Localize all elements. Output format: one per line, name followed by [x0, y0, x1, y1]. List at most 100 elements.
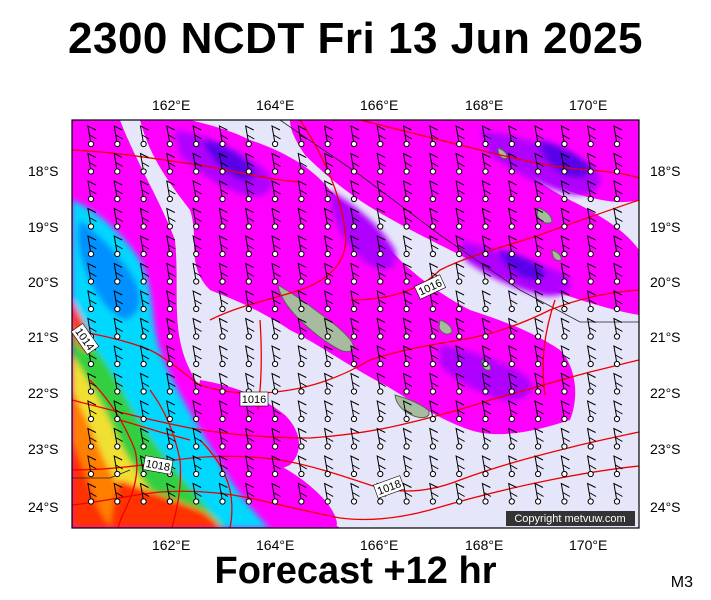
lon-tick-bottom: 164°E: [256, 537, 295, 553]
wind-barb: [297, 482, 308, 502]
wind-barb-station: [219, 388, 226, 395]
wind-barb: [350, 235, 360, 255]
wind-barb-station: [87, 305, 95, 313]
wind-barb: [166, 427, 176, 447]
wind-barb-station: [377, 140, 384, 148]
wind-barb: [297, 372, 308, 392]
wind-barb: [139, 317, 150, 337]
wind-barb: [560, 482, 571, 502]
wind-barb: [87, 482, 97, 502]
wind-barb-station: [193, 223, 200, 230]
wind-barb-station: [535, 250, 542, 258]
wind-barb: [271, 345, 281, 365]
wind-barb: [245, 455, 255, 475]
wind-barb: [192, 207, 202, 227]
wind-barb: [402, 482, 413, 502]
wind-barb: [245, 125, 255, 145]
wind-barb: [139, 345, 150, 365]
wind-barb-station: [324, 168, 331, 175]
wind-barb-station: [587, 470, 594, 478]
wind-barb-station: [482, 305, 489, 313]
wind-barb-station: [114, 195, 121, 203]
wind-barb: [323, 482, 334, 502]
wind-barb: [218, 317, 229, 337]
wind-barb: [139, 290, 150, 310]
wind-barb-station: [561, 305, 568, 313]
wind-barb: [87, 290, 97, 310]
wind-barb: [166, 372, 176, 392]
wind-barb-station: [350, 223, 358, 230]
wind-barb-station: [482, 470, 489, 478]
wind-barb: [613, 345, 623, 365]
wind-barb: [560, 152, 571, 172]
wind-barb-station: [587, 305, 594, 313]
wind-barb-station: [350, 415, 358, 423]
wind-barb-station: [508, 388, 515, 395]
wind-barb-station: [166, 195, 173, 203]
wind-barb-station: [508, 498, 515, 505]
wind-barb-station: [403, 250, 410, 258]
wind-barb-station: [272, 305, 279, 313]
wind-barb: [376, 262, 386, 282]
wind-barb-station: [219, 305, 226, 313]
wind-barb: [87, 125, 97, 145]
wind-barb: [192, 180, 202, 200]
wind-barb-station: [140, 140, 147, 148]
wind-barb-station: [561, 333, 568, 340]
wind-barb-station: [140, 470, 147, 478]
maritime-boundary-lines: [72, 120, 639, 479]
wind-barb-station: [140, 278, 147, 285]
wind-barb: [455, 290, 465, 310]
wind-barb-station: [429, 415, 436, 423]
wind-barb: [113, 235, 123, 255]
wind-barb: [586, 152, 597, 172]
wind-barb-station: [193, 498, 200, 505]
wind-barb-station: [456, 250, 463, 258]
wind-barb: [613, 317, 623, 337]
wind-barb-station: [403, 498, 410, 505]
wind-barb: [218, 152, 229, 172]
wind-barb-station: [166, 333, 173, 340]
wind-barb-station: [535, 333, 542, 340]
lon-tick-bottom: 166°E: [360, 537, 399, 553]
wind-barb: [218, 482, 229, 502]
wind-barb: [455, 345, 465, 365]
wind-barb-station: [350, 360, 358, 368]
wind-barb: [218, 400, 229, 420]
wind-barb: [350, 345, 360, 365]
wind-barb-station: [508, 360, 515, 368]
wind-barb-station: [87, 223, 95, 230]
wind-barb: [139, 482, 150, 502]
wind-barb-station: [456, 388, 463, 395]
wind-barb: [481, 125, 492, 145]
wind-barb-station: [114, 498, 121, 505]
wind-barb: [192, 235, 202, 255]
wind-barb: [218, 262, 229, 282]
wind-barb: [376, 180, 386, 200]
wind-barb: [534, 207, 544, 227]
wind-barb-station: [403, 278, 410, 285]
wind-barb-station: [272, 498, 279, 505]
wind-barb-station: [166, 305, 173, 313]
wind-barb-station: [219, 278, 226, 285]
wind-barb: [245, 262, 255, 282]
wind-barb-station: [87, 470, 95, 478]
wind-barb-station: [219, 360, 226, 368]
wind-barb-station: [587, 388, 594, 395]
wind-barb-station: [403, 333, 410, 340]
wind-barb: [508, 482, 518, 502]
wind-barb: [113, 290, 123, 310]
lon-tick-bottom: 170°E: [569, 537, 608, 553]
wind-barb: [297, 235, 308, 255]
wind-barb: [481, 180, 492, 200]
wind-barb-station: [245, 498, 252, 505]
wind-barb: [166, 125, 176, 145]
rain-field-heavy: [205, 140, 590, 280]
wind-barb-station: [587, 195, 594, 203]
wind-barb: [534, 482, 544, 502]
wind-barb-station: [350, 498, 358, 505]
wind-barb: [271, 317, 281, 337]
wind-barb-station: [245, 333, 252, 340]
wind-barb-station: [114, 443, 121, 450]
wind-barb-station: [482, 140, 489, 148]
